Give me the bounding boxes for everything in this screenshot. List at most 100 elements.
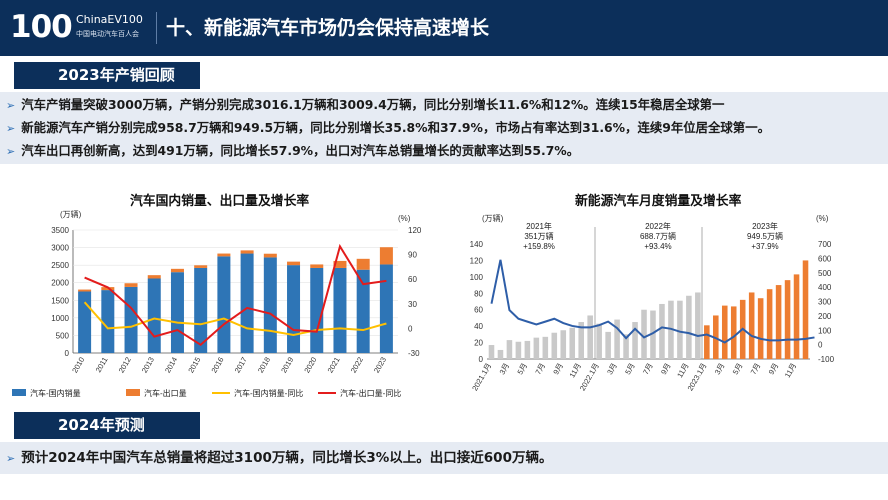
annotation-year: 2022年 (645, 221, 671, 231)
chart1-xtick-label: 2015 (186, 356, 202, 375)
monthly-sales-bar (650, 310, 656, 359)
chart1-xtick-label: 2012 (117, 356, 133, 375)
export-volume-bar (170, 268, 184, 273)
chart1-xtick-label: 2022 (349, 356, 365, 375)
export-volume-bar (310, 264, 324, 268)
monthly-sales-bar (569, 327, 576, 359)
export-volume-bar (240, 250, 254, 254)
monthly-yoy-line (490, 259, 815, 344)
annotation-total: 949.5万辆 (747, 231, 783, 241)
export-volume-bar (333, 260, 347, 268)
domestic-export-chart: (万辆) (%) 0 500 1000 1500 2000 2500 3000 3500 -30… (12, 209, 422, 398)
chart1-y2tick-label: 60 (408, 275, 417, 284)
chart1-y2tick-label: 0 (408, 324, 413, 333)
export-volume-bar (217, 253, 231, 257)
monthly-sales-bar (515, 341, 522, 359)
chart1-xtick-label: 2010 (70, 356, 86, 375)
export-volume-bar (78, 289, 92, 292)
bullet-item: ➢ 汽车产销量突破3000万辆，产销分别完成3016.1万辆和3009.4万辆，同… (6, 94, 724, 117)
domestic-yoy-line (83, 301, 387, 336)
chart2-xtick-label: 5月 (731, 362, 745, 377)
domestic-sales-bar (170, 272, 184, 353)
chart1-ytick-label: 3500 (51, 226, 69, 235)
chart2-y2tick-label: 600 (818, 254, 832, 263)
section-2023-label: 2023年产销回顾 (14, 62, 200, 89)
domestic-sales-bar (194, 267, 208, 353)
chart2-y2label: (%) (816, 214, 829, 223)
monthly-sales-bar (757, 298, 764, 359)
domestic-sales-bar (310, 267, 324, 353)
chart1-y2tick-label: 90 (408, 251, 417, 260)
chart2-xtick-label: 9月 (767, 362, 781, 377)
monthly-sales-bar (542, 336, 549, 359)
legend-label-export-yoy: 汽车-出口量-同比 (340, 388, 401, 398)
chart1-xtick-label: 2014 (163, 356, 179, 375)
monthly-sales-bar (524, 340, 531, 359)
header-bar: 100 ChinaEV100 中国电动汽车百人会 十、新能源汽车市场仍会保持高速… (0, 0, 888, 56)
chart2-y2tick-label: 200 (818, 312, 832, 321)
export-volume-bar (287, 261, 301, 266)
monthly-sales-bar (560, 330, 567, 359)
export-volume-bar (379, 247, 393, 265)
chart2-xtick-label: 3月 (713, 362, 727, 377)
chart2-xtick-label: 5月 (623, 362, 637, 377)
chart1-y2tick-label: 120 (408, 226, 422, 235)
domestic-sales-bar (379, 264, 393, 353)
header-divider (156, 12, 157, 44)
chart1-y2label: (%) (398, 214, 411, 223)
chart1-xtick-label: 2013 (140, 356, 156, 375)
bullet-arrow-icon: ➢ (6, 452, 16, 465)
monthly-sales-bar (686, 295, 692, 359)
annotation-year: 2023年 (752, 221, 778, 231)
chart2-xtick-label: 7月 (749, 362, 763, 377)
chart2-ytick-label: 20 (474, 339, 483, 348)
chart1-xtick-label: 2020 (302, 356, 318, 375)
bullet-arrow-icon: ➢ (6, 145, 16, 158)
monthly-sales-bar (605, 331, 611, 359)
logo-brand-text: ChinaEV100 (76, 13, 143, 26)
chart2-xtick-label: 7月 (533, 362, 547, 377)
chart1-y2tick-label: 30 (408, 300, 417, 309)
chart2-xtick-label: 5月 (515, 362, 529, 377)
chart1-ytick-label: 3000 (51, 244, 69, 253)
monthly-sales-bar (793, 274, 800, 359)
domestic-sales-bar (333, 267, 347, 353)
chart1-ytick-label: 0 (65, 349, 70, 358)
monthly-sales-bar (659, 303, 665, 359)
domestic-sales-bar (240, 253, 254, 353)
monthly-sales-bar (596, 323, 602, 359)
chart1-xtick-label: 2016 (209, 356, 225, 375)
chart2-ytick-label: 120 (470, 256, 484, 265)
chart2-ytick-label: 100 (470, 273, 484, 282)
chart2-y2tick-label: 700 (818, 240, 832, 249)
chart1-xtick-label: 2017 (233, 356, 249, 375)
monthly-sales-bar (506, 340, 513, 359)
bullet-item: ➢ 汽车出口再创新高，达到491万辆，同比增长57.9%，出口对汽车总销量增长的贡… (6, 140, 579, 163)
chart1-ytick-label: 1500 (51, 296, 69, 305)
domestic-sales-bar (78, 291, 92, 353)
legend-swatch-export (126, 389, 140, 396)
chart2-ytick-label: 0 (479, 355, 484, 364)
section-2024-label: 2024年预测 (14, 412, 200, 439)
chart1-xtick-label: 2019 (279, 356, 295, 375)
monthly-sales-bar (641, 309, 647, 359)
chart2-xtick-label: 9月 (659, 362, 673, 377)
bullet-item: ➢ 预计2024年中国汽车总销量将超过3100万辆，同比增长3%以上。出口接近60… (6, 447, 552, 470)
monthly-sales-bar (695, 292, 701, 359)
monthly-sales-bar (802, 260, 809, 359)
monthly-sales-bar (623, 334, 629, 359)
annotation-total: 688.7万辆 (640, 231, 676, 241)
chart2-xtick-label: 7月 (641, 362, 655, 377)
monthly-sales-bar (488, 345, 495, 359)
monthly-sales-bar (587, 315, 593, 359)
domestic-sales-bar (101, 290, 115, 353)
chart2-xtick-label: 2021.1月 (470, 362, 493, 393)
chart1-y2tick-label: -30 (408, 349, 420, 358)
monthly-sales-bar (632, 322, 638, 359)
monthly-sales-bar (551, 332, 558, 359)
chart2-ytick-label: 40 (474, 322, 483, 331)
chart1-legend: 汽车-国内销量 汽车-出口量 汽车-国内销量-同比 汽车-出口量-同比 (12, 388, 401, 398)
chart2-xtick-label: 9月 (551, 362, 565, 377)
logo-subtitle: 中国电动汽车百人会 (76, 30, 139, 38)
monthly-sales-bar (704, 325, 710, 359)
